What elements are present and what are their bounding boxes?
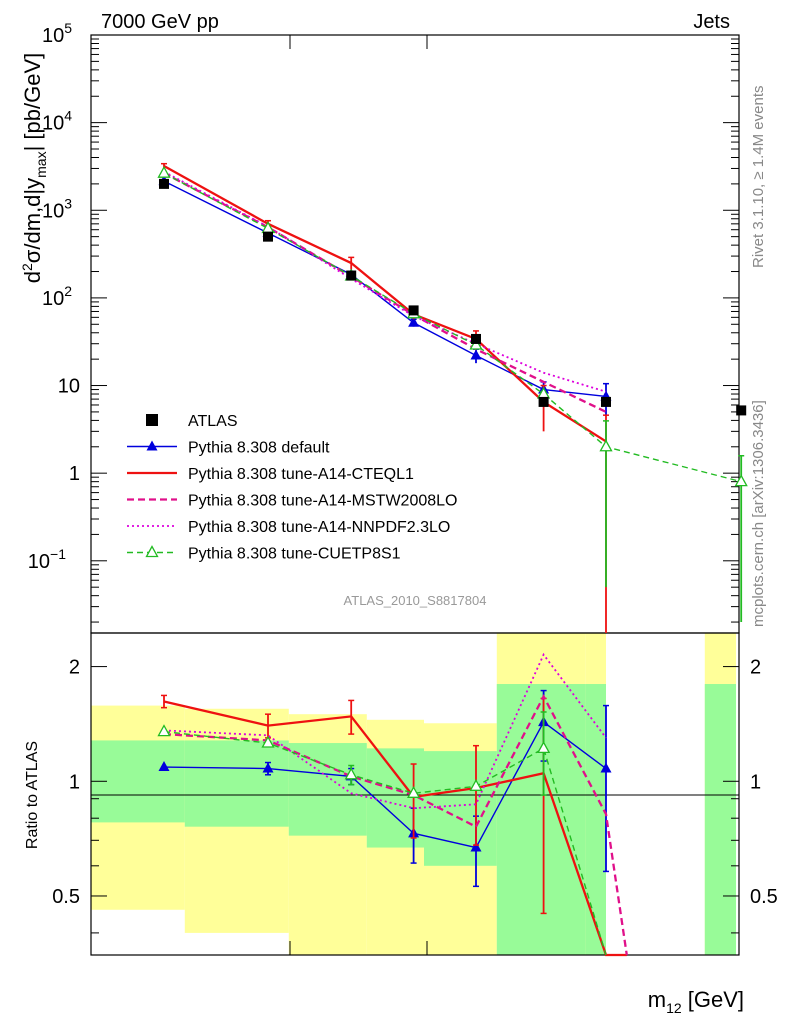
ratio-point-default [470, 841, 482, 852]
main-point-atlas [736, 405, 747, 416]
x-axis-label: m12 [GeV] [648, 987, 744, 1016]
ratio-panel-frame [90, 632, 740, 956]
legend-marker-cuetp8s1 [145, 545, 159, 558]
title-right: Jets [693, 11, 730, 33]
main-point-atlas [601, 396, 611, 407]
title-left: 7000 GeV pp [101, 11, 219, 33]
band-inner-7 [704, 684, 736, 955]
main-series-default [163, 180, 607, 398]
main-y-tick-label-5: 104 [42, 108, 72, 135]
main-point-cuetp8s1 [157, 165, 171, 178]
main-panel-series [157, 162, 748, 633]
ratio-point-cuetp8s1 [157, 724, 171, 737]
axis-tick-labels: 10−1 1 10 102 103 104 105 0.5 0.5 1 1 2 2 [28, 20, 778, 908]
mcplots-label: mcplots.cern.ch [arXiv:1306.3436] [750, 400, 767, 627]
legend-marker-default [146, 440, 158, 451]
ratio-y-tick-label-right-2: 2 [750, 657, 761, 679]
band-inner-4 [424, 751, 497, 866]
ratio-y-tick-label-left-2: 2 [69, 657, 80, 679]
analysis-id: ATLAS_2010_S8817804 [344, 593, 487, 608]
legend: ATLAS Pythia 8.308 default Pythia 8.308 tu… [127, 413, 457, 563]
main-panel-frame [90, 34, 740, 634]
main-y-tick-label-3: 102 [42, 283, 72, 310]
legend-label-cteql1: Pythia 8.308 tune-A14-CTEQL1 [188, 466, 414, 483]
band-inner-2 [288, 743, 367, 836]
band-inner-1 [184, 740, 289, 827]
main-point-cuetp8s1 [469, 337, 483, 350]
ratio-y-tick-label-left-1: 1 [69, 771, 80, 793]
ratio-y-tick-label-right-1: 1 [750, 771, 761, 793]
ratio-y-axis-label: Ratio to ATLAS [24, 741, 41, 849]
main-y-tick-label-1: 1 [69, 463, 80, 485]
legend-label-mstw: Pythia 8.308 tune-A14-MSTW2008LO [188, 493, 457, 510]
main-point-atlas [471, 333, 481, 344]
main-y-tick-label-2: 10 [58, 376, 80, 398]
band-inner-5 [496, 684, 586, 955]
ratio-series-mstw [163, 693, 628, 956]
main-point-atlas [159, 178, 169, 189]
ratio-point-cuetp8s1 [344, 767, 358, 780]
main-y-tick-label-0: 10−1 [28, 546, 66, 573]
legend-label-atlas: ATLAS [188, 413, 238, 430]
legend-label-default: Pythia 8.308 default [188, 440, 330, 457]
ratio-point-default [158, 761, 170, 772]
ratio-point-cuetp8s1 [261, 735, 275, 748]
main-series-cuetp8s1 [163, 172, 742, 483]
legend-marker-atlas [146, 414, 158, 426]
ratio-y-tick-label-left-0: 0.5 [52, 886, 80, 908]
main-point-atlas [408, 305, 419, 316]
main-point-cuetp8s1 [599, 439, 613, 452]
main-point-atlas [538, 396, 549, 407]
main-point-atlas [263, 231, 273, 242]
legend-label-nnpdf: Pythia 8.308 tune-A14-NNPDF2.3LO [188, 519, 450, 536]
ratio-point-cuetp8s1 [537, 741, 551, 754]
main-y-axis-label: d2σ/dm,d|ymax| [pb/GeV] [19, 53, 49, 283]
main-y-tick-label-6: 105 [42, 20, 72, 47]
ratio-point-cuetp8s1 [469, 778, 483, 791]
ratio-series-cteql1 [163, 700, 627, 957]
ratio-y-tick-label-right-0: 0.5 [750, 886, 778, 908]
ratio-point-default [600, 762, 612, 773]
main-point-default [470, 349, 482, 360]
main-y-tick-label-4: 103 [42, 195, 72, 222]
ratio-panel-series [157, 652, 628, 957]
ratio-point-cuetp8s1 [407, 785, 421, 798]
legend-label-cuetp8s1: Pythia 8.308 tune-CUETP8S1 [188, 546, 401, 563]
band-inner-6 [585, 684, 606, 955]
axis-ticks [91, 34, 739, 955]
main-point-cuetp8s1 [734, 474, 748, 487]
ratio-series-nnpdf [163, 652, 607, 810]
main-point-atlas [346, 270, 357, 281]
ratio-point-default [262, 762, 274, 773]
main-series-nnpdf [163, 170, 607, 393]
main-point-default [408, 316, 420, 327]
rivet-label: Rivet 3.1.10, ≥ 1.4M events [750, 86, 767, 269]
